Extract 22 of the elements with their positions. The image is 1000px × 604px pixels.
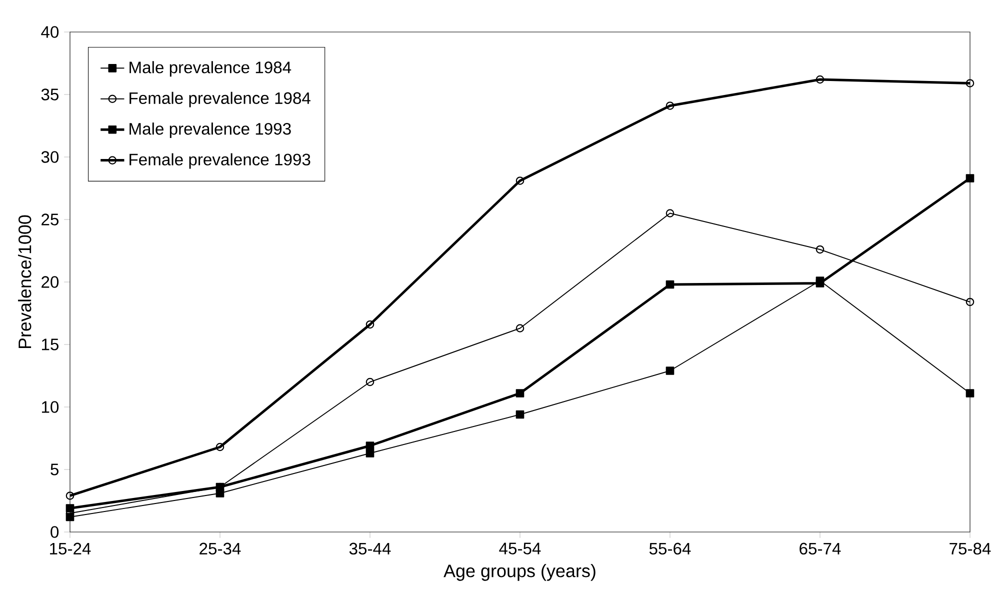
x-tick-label: 15-24 (50, 542, 91, 555)
legend-label: Male prevalence 1993 (130, 122, 291, 138)
y-tick-label: 35 (41, 88, 58, 100)
legend-label: Female prevalence 1993 (130, 153, 310, 169)
x-axis-title: Age groups (years) (444, 564, 596, 581)
x-tick-label: 55-64 (649, 542, 691, 555)
y-tick-label: 5 (50, 464, 58, 476)
x-tick-label: 65-74 (800, 542, 841, 555)
y-tick-label: 40 (41, 26, 59, 38)
y-tick-label: 10 (42, 401, 59, 413)
legend-label: Female prevalence 1984 (130, 92, 310, 108)
y-tick-label: 20 (42, 276, 59, 288)
y-tick-label: 25 (42, 214, 58, 226)
legend-label: Male prevalence 1984 (130, 61, 292, 77)
y-tick-label: 30 (41, 151, 59, 163)
y-tick-label: 0 (50, 526, 59, 538)
x-tick-label: 45-54 (499, 542, 541, 554)
x-tick-label: 75-84 (950, 542, 991, 555)
y-axis-title: Prevalence/1000 (18, 215, 32, 348)
y-tick-label: 15 (42, 338, 58, 350)
x-tick-label: 35-44 (349, 542, 391, 555)
x-tick-label: 25-34 (200, 542, 241, 555)
